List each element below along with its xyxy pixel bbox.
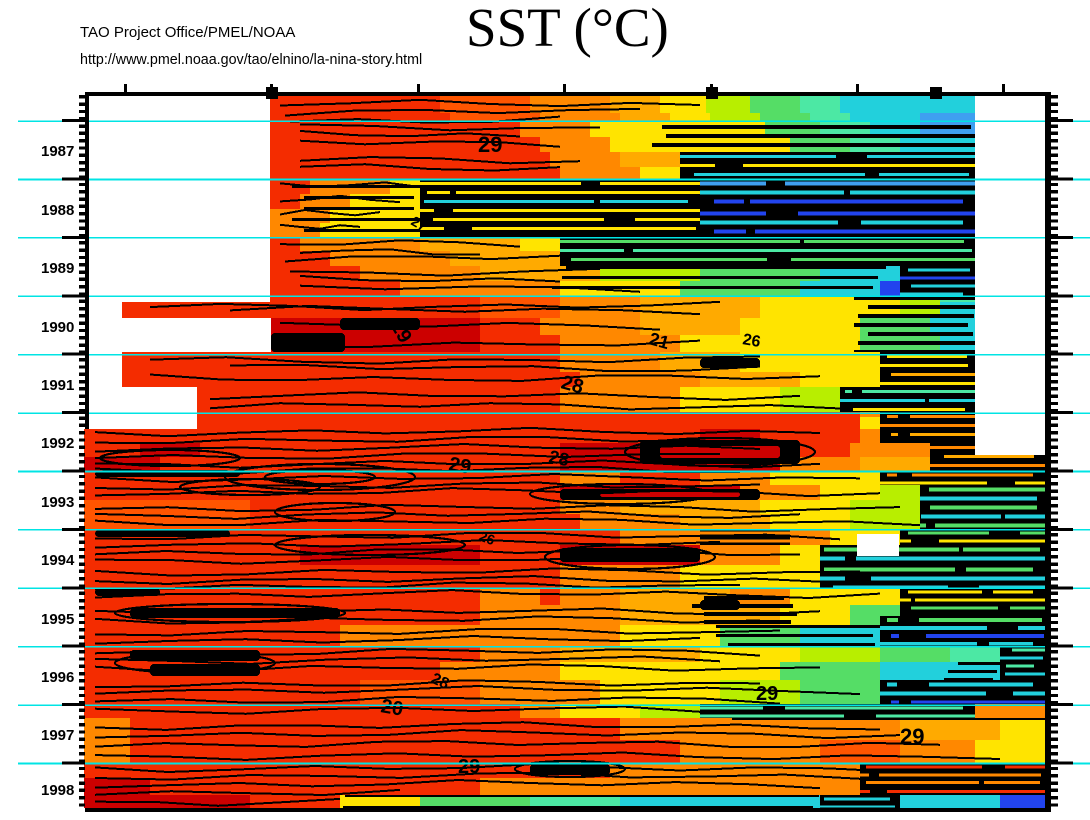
- svg-text:1997: 1997: [41, 727, 74, 744]
- svg-text:1995: 1995: [41, 611, 74, 628]
- svg-text:1991: 1991: [41, 377, 74, 394]
- svg-text:20: 20: [379, 695, 405, 721]
- svg-text:http://www.pmel.noaa.gov/tao/e: http://www.pmel.noaa.gov/tao/elnino/la-n…: [80, 52, 422, 68]
- svg-text:SST (°C): SST (°C): [466, 0, 669, 58]
- svg-text:29: 29: [900, 724, 924, 749]
- svg-text:29: 29: [458, 756, 480, 778]
- svg-text:1994: 1994: [41, 552, 75, 569]
- svg-text:28: 28: [428, 670, 451, 693]
- svg-text:1998: 1998: [41, 782, 74, 799]
- svg-text:1990: 1990: [41, 319, 74, 336]
- svg-text:TAO Project Office/PMEL/NOAA: TAO Project Office/PMEL/NOAA: [80, 24, 295, 41]
- svg-text:1988: 1988: [41, 202, 74, 219]
- svg-text:26: 26: [741, 331, 762, 351]
- svg-text:1987: 1987: [41, 143, 74, 160]
- svg-text:26: 26: [477, 528, 497, 548]
- svg-text:1992: 1992: [41, 435, 74, 452]
- svg-text:1989: 1989: [41, 260, 74, 277]
- svg-text:27: 27: [409, 213, 431, 235]
- svg-text:29: 29: [447, 453, 473, 479]
- svg-text:29: 29: [478, 132, 502, 157]
- svg-text:28: 28: [547, 446, 571, 470]
- svg-text:1996: 1996: [41, 669, 74, 686]
- svg-text:1993: 1993: [41, 494, 74, 511]
- svg-text:29: 29: [756, 683, 778, 705]
